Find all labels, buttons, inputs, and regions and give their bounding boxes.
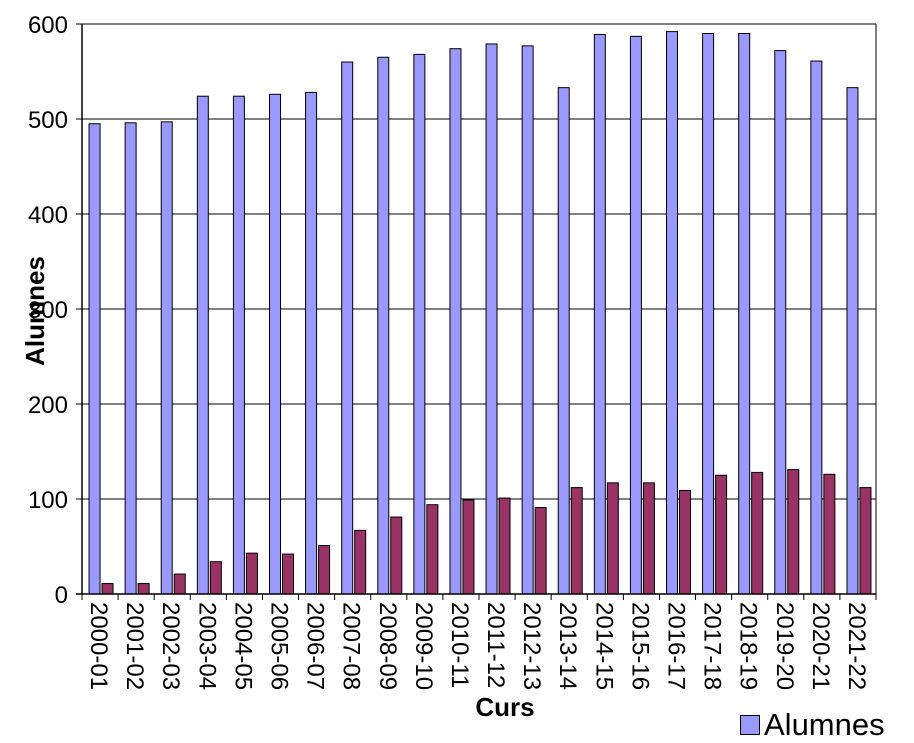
axes <box>76 23 877 600</box>
y-tick-label: 100 <box>28 487 68 514</box>
bar-series-2-2016-17 <box>679 489 691 595</box>
bar-alumnes-2002-03 <box>160 121 173 595</box>
x-axis-title: Curs <box>475 692 535 722</box>
bar-series-2-2013-14 <box>570 487 583 595</box>
x-tick-label: 2017-18 <box>699 602 726 690</box>
x-tick-label: 2007-08 <box>338 602 365 690</box>
bar-series-2-2006-07 <box>318 545 331 595</box>
x-tick-label: 2021-22 <box>843 602 870 690</box>
bar-series-2-2012-13 <box>534 507 547 595</box>
x-tick-label: 2009-10 <box>410 602 437 690</box>
x-tick-label: 2010-11 <box>446 602 473 688</box>
bar-alumnes-2008-09 <box>377 56 390 595</box>
bar-alumnes-2018-19 <box>738 33 751 595</box>
bar-series-2-2008-09 <box>390 516 403 595</box>
x-tick-label: 2014-15 <box>590 602 617 690</box>
bar-alumnes-2007-08 <box>341 61 354 595</box>
bar-series-2-2009-10 <box>426 504 439 595</box>
bar-series-2-2017-18 <box>715 474 728 595</box>
y-tick-label: 400 <box>28 202 68 229</box>
bar-series-2-2003-04 <box>209 561 222 595</box>
y-tick-label: 500 <box>28 107 68 134</box>
x-tick-label: 2019-20 <box>771 602 798 690</box>
y-axis-title: Alumnes <box>20 256 50 366</box>
bar-alumnes-2003-04 <box>196 95 209 595</box>
bar-alumnes-2010-11 <box>449 48 462 595</box>
bar-series-2-2021-22 <box>859 487 872 595</box>
x-tick-label: 2002-03 <box>157 602 184 690</box>
x-tick-label: 2011-12 <box>482 602 509 688</box>
bar-series-2-2011-12 <box>498 497 511 595</box>
bar-alumnes-2013-14 <box>557 87 570 595</box>
bar-alumnes-2020-21 <box>810 60 823 595</box>
bar-series-2-2019-20 <box>787 469 800 595</box>
bar-alumnes-2021-22 <box>846 87 859 595</box>
x-tick-label: 2006-07 <box>302 602 329 690</box>
y-tick-label: 300 <box>28 297 68 324</box>
bar-series-2-2004-05 <box>245 552 258 595</box>
x-tick-label: 2016-17 <box>663 602 690 690</box>
x-tick-label: 2004-05 <box>229 602 256 690</box>
x-tick-label: 2005-06 <box>266 602 293 690</box>
bar-series-2-2002-03 <box>173 573 186 595</box>
bar-alumnes-2017-18 <box>702 33 715 595</box>
bar-alumnes-2014-15 <box>593 33 606 595</box>
bar-alumnes-2011-12 <box>485 43 498 595</box>
x-tick-label: 2015-16 <box>626 602 653 690</box>
bar-alumnes-2019-20 <box>774 50 787 595</box>
bar-series-2-2007-08 <box>354 529 367 595</box>
x-tick-label: 2000-01 <box>85 602 112 690</box>
x-tick-label: 2020-21 <box>807 602 834 690</box>
legend: Alumnes <box>740 707 885 742</box>
y-tick-label: 0 <box>55 582 68 609</box>
bars <box>88 31 872 595</box>
bar-series-2-2014-15 <box>606 482 619 595</box>
legend-label-alumnes: Alumnes <box>764 707 885 742</box>
legend-swatch-alumnes <box>740 715 760 735</box>
bar-alumnes-2005-06 <box>269 93 281 595</box>
x-tick-label: 2013-14 <box>554 602 581 690</box>
bar-alumnes-2012-13 <box>521 45 534 595</box>
bar-alumnes-2006-07 <box>305 91 318 595</box>
y-tick-labels: 0 100 200 300 400 500 600 <box>28 12 68 609</box>
bar-series-2-2000-01 <box>101 583 114 595</box>
bar-series-2-2010-11 <box>462 499 475 595</box>
bar-alumnes-2016-17 <box>666 31 678 595</box>
x-tick-label: 2018-19 <box>735 602 762 690</box>
x-tick-labels: 2000-01 2001-02 2002-03 2003-04 2004-05 2005-… <box>85 602 870 690</box>
x-tick-label: 2012-13 <box>518 602 545 690</box>
bar-alumnes-2015-16 <box>629 35 642 595</box>
bar-series-2-2005-06 <box>282 553 294 595</box>
y-tick-label: 200 <box>28 392 68 419</box>
y-tick-label: 600 <box>28 12 68 39</box>
x-tick-label: 2008-09 <box>374 602 401 690</box>
x-tick-label: 2003-04 <box>193 602 220 690</box>
bar-series-2-2020-21 <box>823 473 836 595</box>
bar-alumnes-2009-10 <box>413 53 426 595</box>
bar-series-2-2001-02 <box>137 583 150 595</box>
bar-alumnes-2004-05 <box>232 95 245 595</box>
bar-series-2-2018-19 <box>751 471 764 595</box>
bar-series-2-2015-16 <box>642 482 655 595</box>
x-tick-label: 2001-02 <box>121 602 148 690</box>
bar-alumnes-2000-01 <box>88 123 101 595</box>
bar-alumnes-2001-02 <box>124 122 137 595</box>
